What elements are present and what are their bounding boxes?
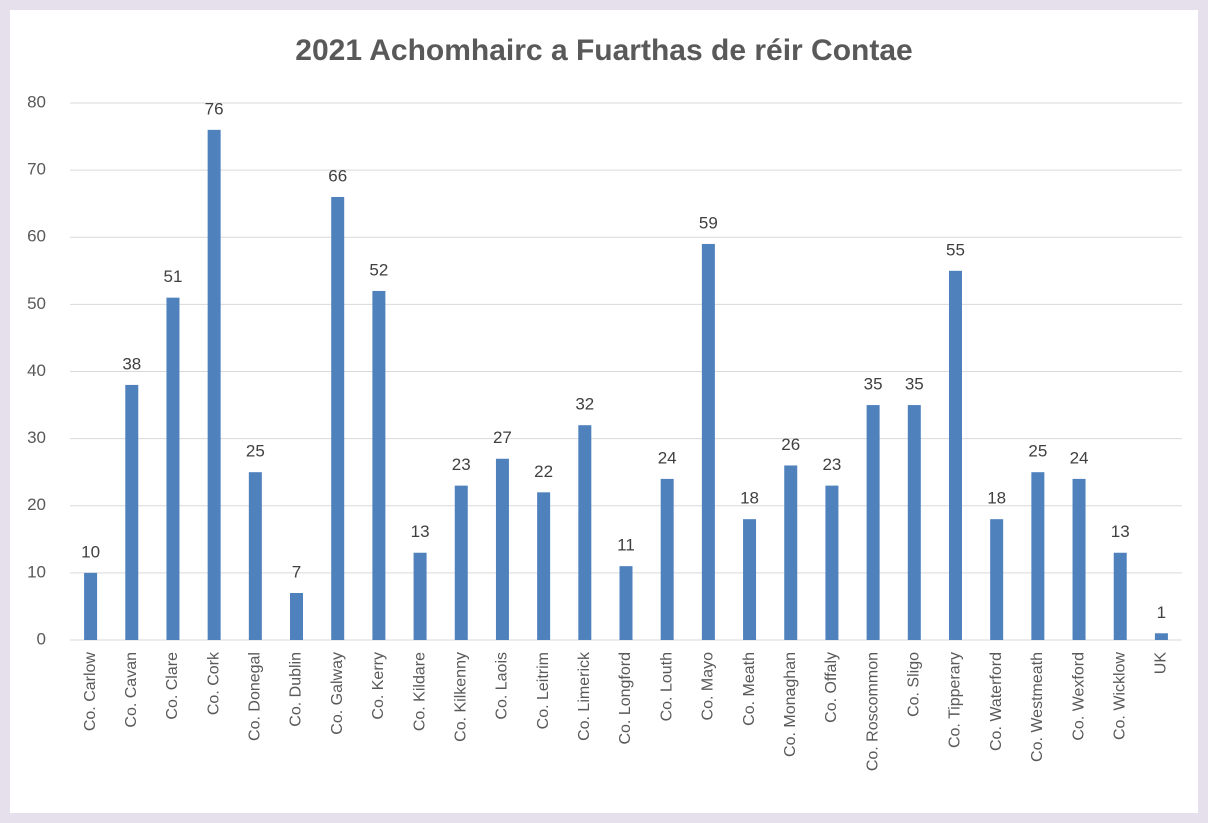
y-tick-label: 50 (27, 294, 46, 313)
data-label: 38 (122, 354, 141, 373)
data-label: 7 (292, 562, 301, 581)
data-label: 11 (617, 536, 635, 555)
x-tick-label: Co. Carlow (82, 652, 99, 732)
x-tick-label: Co. Waterford (988, 652, 1005, 751)
x-tick-label: Co. Kerry (370, 652, 387, 720)
bar (825, 485, 839, 640)
y-tick-label: 60 (27, 227, 46, 246)
x-tick-label: Co. Westmeath (1029, 652, 1046, 762)
y-tick-label: 20 (27, 495, 46, 514)
x-tick-label: Co. Monaghan (782, 652, 799, 757)
x-tick-label: Co. Mayo (700, 652, 717, 721)
data-label: 13 (1111, 522, 1130, 541)
y-tick-label: 10 (27, 562, 46, 581)
data-label: 35 (864, 375, 883, 394)
data-label: 24 (1070, 448, 1089, 467)
bar (990, 519, 1004, 640)
bar (248, 472, 262, 640)
x-tick-label: Co. Galway (329, 652, 346, 735)
x-tick-label: Co. Limerick (576, 651, 593, 741)
x-tick-label: Co. Cavan (123, 652, 140, 728)
data-label: 24 (658, 448, 677, 467)
x-tick-label: Co. Roscommon (864, 652, 881, 771)
bar (207, 129, 221, 640)
x-tick-label: Co. Dublin (288, 652, 305, 727)
x-tick-label: Co. Kilkenny (452, 652, 469, 742)
bar (1113, 552, 1127, 640)
bar (537, 492, 551, 640)
data-label: 59 (699, 213, 718, 232)
x-tick-label: Co. Wicklow (1111, 652, 1128, 740)
chart-area (10, 10, 1198, 813)
x-tick-label: Co. Tipperary (947, 652, 964, 748)
data-label: 66 (328, 166, 347, 185)
data-label: 13 (411, 522, 430, 541)
x-tick-label: Co. Laois (494, 652, 511, 720)
bar (166, 297, 180, 640)
y-tick-label: 70 (27, 160, 46, 179)
bar (413, 552, 427, 640)
y-tick-label: 0 (37, 629, 46, 648)
bar (784, 465, 798, 640)
chart-title: 2021 Achomhairc a Fuarthas de réir Conta… (295, 34, 912, 67)
data-label: 26 (781, 435, 800, 454)
data-label: 55 (946, 240, 965, 259)
bar (701, 243, 715, 640)
data-label: 1 (1157, 603, 1166, 622)
data-label: 25 (1028, 442, 1047, 461)
x-tick-label: UK (1153, 652, 1170, 675)
data-label: 23 (822, 455, 841, 474)
data-label: 25 (246, 442, 265, 461)
data-label: 51 (164, 267, 183, 286)
bar (948, 270, 962, 640)
x-tick-label: Co. Offaly (823, 652, 840, 723)
bar (743, 519, 757, 640)
x-tick-label: Co. Sligo (906, 652, 923, 717)
bar (372, 290, 386, 640)
x-tick-label: Co. Wexford (1070, 652, 1087, 741)
bar (331, 196, 345, 640)
x-tick-label: Co. Louth (658, 652, 675, 721)
bar (660, 478, 674, 640)
data-label: 22 (534, 462, 553, 481)
bar (495, 458, 509, 640)
data-label: 76 (205, 99, 224, 118)
bar (290, 593, 304, 640)
data-label: 27 (493, 428, 512, 447)
x-tick-label: Co. Kildare (411, 652, 428, 731)
data-label: 23 (452, 455, 471, 474)
bar (866, 405, 880, 640)
x-tick-label: Co. Longford (617, 652, 634, 745)
x-tick-label: Co. Donegal (247, 652, 264, 741)
x-tick-label: Co. Cork (205, 651, 222, 715)
x-tick-label: Co. Leitrim (535, 652, 552, 729)
data-label: 18 (740, 489, 759, 508)
bar (619, 566, 633, 640)
data-label: 32 (575, 395, 594, 414)
data-label: 18 (987, 489, 1006, 508)
y-tick-label: 30 (27, 428, 46, 447)
data-label: 10 (81, 542, 100, 561)
y-tick-label: 40 (27, 361, 46, 380)
bar (578, 425, 592, 640)
bar (454, 485, 468, 640)
data-label: 35 (905, 375, 924, 394)
x-tick-label: Co. Clare (164, 652, 181, 720)
y-tick-label: 80 (27, 92, 46, 111)
bar (907, 405, 921, 640)
data-label: 52 (369, 260, 388, 279)
bar (1072, 478, 1086, 640)
x-tick-label: Co. Meath (741, 652, 758, 726)
bar (84, 572, 98, 640)
bar (1031, 472, 1045, 640)
bar (1154, 633, 1168, 640)
bar (125, 384, 139, 640)
